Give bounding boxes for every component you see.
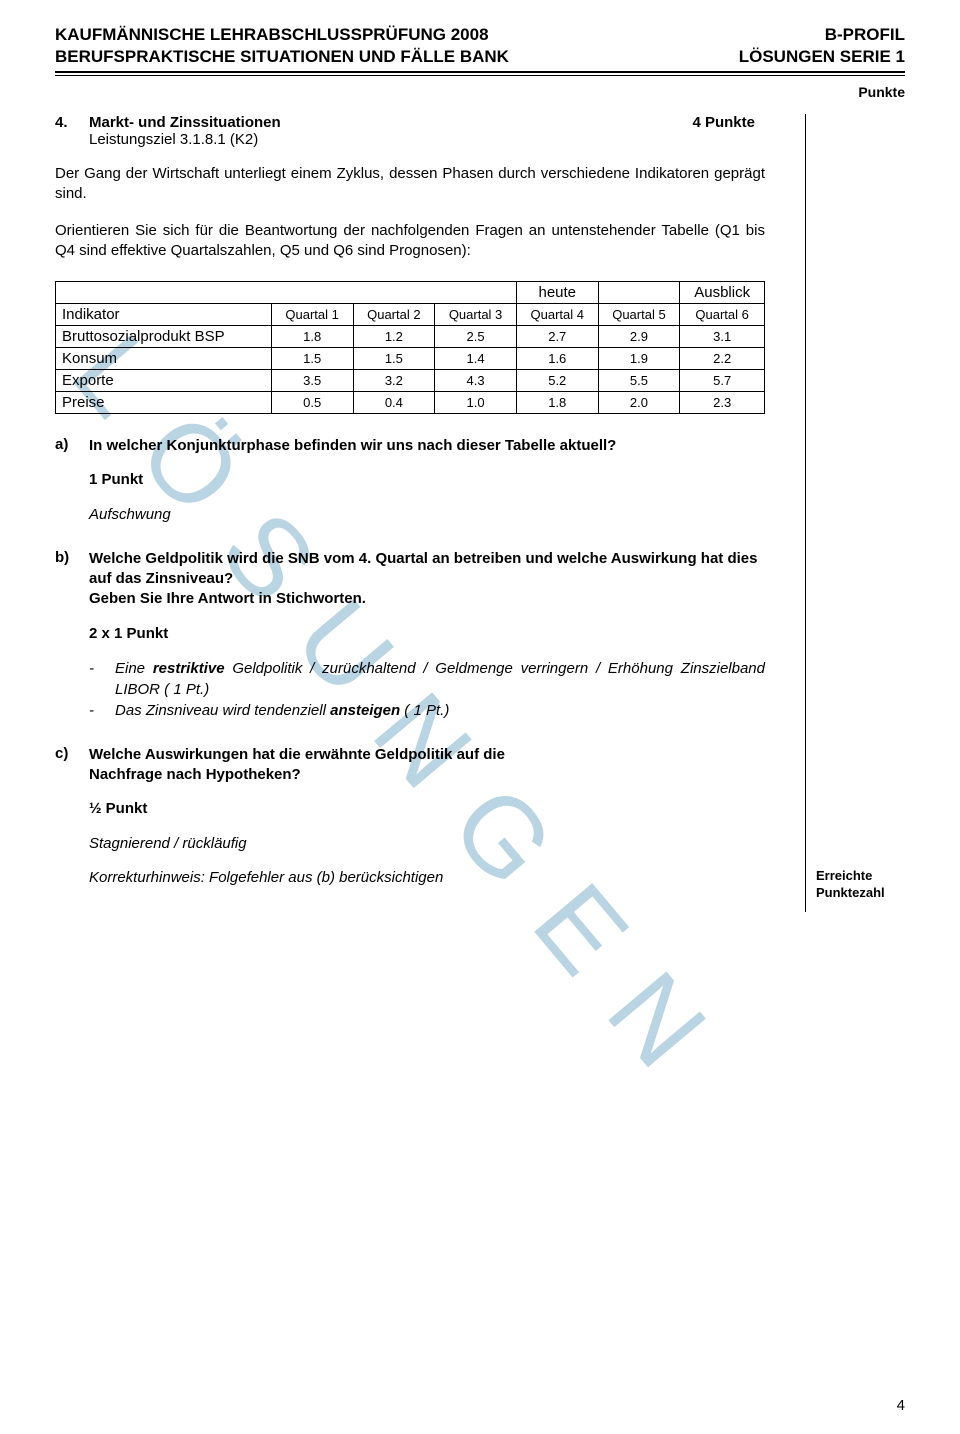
header-right: B-PROFIL — [825, 25, 905, 45]
qa-a-question: In welcher Konjunkturphase befinden wir … — [89, 436, 765, 456]
subheader-left: BERUFSPRAKTISCHE SITUATIONEN UND FÄLLE B… — [55, 47, 509, 67]
leistungsziel: Leistungsziel 3.1.8.1 (K2) — [89, 131, 765, 148]
table-row: Konsum 1.5 1.5 1.4 1.6 1.9 2.2 — [56, 348, 765, 370]
col-q4: Quartal 4 — [516, 304, 598, 326]
points-column: Erreichte Punktezahl — [805, 114, 905, 912]
qa-b-letter: b) — [55, 549, 89, 610]
divider-thin — [55, 75, 905, 76]
qa-c-letter: c) — [55, 745, 89, 786]
qa-b-bullet-1: - Eine restriktive Geldpolitik / zurückh… — [89, 658, 765, 700]
table-row: Preise 0.5 0.4 1.0 1.8 2.0 2.3 — [56, 392, 765, 414]
subheader-right: LÖSUNGEN SERIE 1 — [739, 47, 905, 67]
qa-c-hint: Korrekturhinweis: Folgefehler aus (b) be… — [89, 868, 765, 888]
qa-b-question: Welche Geldpolitik wird die SNB vom 4. Q… — [89, 549, 765, 610]
qa-a-answer: Aufschwung — [89, 505, 765, 525]
qa-c-answer: Stagnierend / rückläufig — [89, 834, 765, 854]
table-ausblick: Ausblick — [680, 282, 765, 304]
section-title: Markt- und Zinssituationen — [89, 114, 692, 131]
erreichte-1: Erreichte — [816, 868, 872, 883]
table-row: Bruttosozialprodukt BSP 1.8 1.2 2.5 2.7 … — [56, 326, 765, 348]
intro-para-1: Der Gang der Wirtschaft unterliegt einem… — [55, 164, 765, 205]
erreichte-2: Punktezahl — [816, 885, 885, 900]
qa-b-bullet-2: - Das Zinsniveau wird tendenziell anstei… — [89, 700, 765, 721]
section-number: 4. — [55, 114, 89, 131]
section-points: 4 Punkte — [692, 114, 765, 131]
qa-a-points: 1 Punkt — [89, 470, 765, 490]
col-q2: Quartal 2 — [353, 304, 435, 326]
table-heute: heute — [516, 282, 598, 304]
col-q5: Quartal 5 — [598, 304, 680, 326]
intro-para-2: Orientieren Sie sich für die Beantwortun… — [55, 221, 765, 262]
indicator-table: heute Ausblick Indikator Quartal 1 Quart… — [55, 281, 765, 414]
col-q1: Quartal 1 — [271, 304, 353, 326]
col-q3: Quartal 3 — [435, 304, 517, 326]
header-left: KAUFMÄNNISCHE LEHRABSCHLUSSPRÜFUNG 2008 — [55, 25, 489, 45]
page-number: 4 — [897, 1397, 905, 1414]
col-indikator: Indikator — [56, 304, 272, 326]
qa-b-points: 2 x 1 Punkt — [89, 624, 765, 644]
qa-c-points: ½ Punkt — [89, 799, 765, 819]
punkte-label: Punkte — [55, 84, 905, 100]
divider-thick — [55, 71, 905, 73]
qa-c-question: Welche Auswirkungen hat die erwähnte Gel… — [89, 745, 765, 786]
col-q6: Quartal 6 — [680, 304, 765, 326]
qa-a-letter: a) — [55, 436, 89, 456]
table-row: Exporte 3.5 3.2 4.3 5.2 5.5 5.7 — [56, 370, 765, 392]
